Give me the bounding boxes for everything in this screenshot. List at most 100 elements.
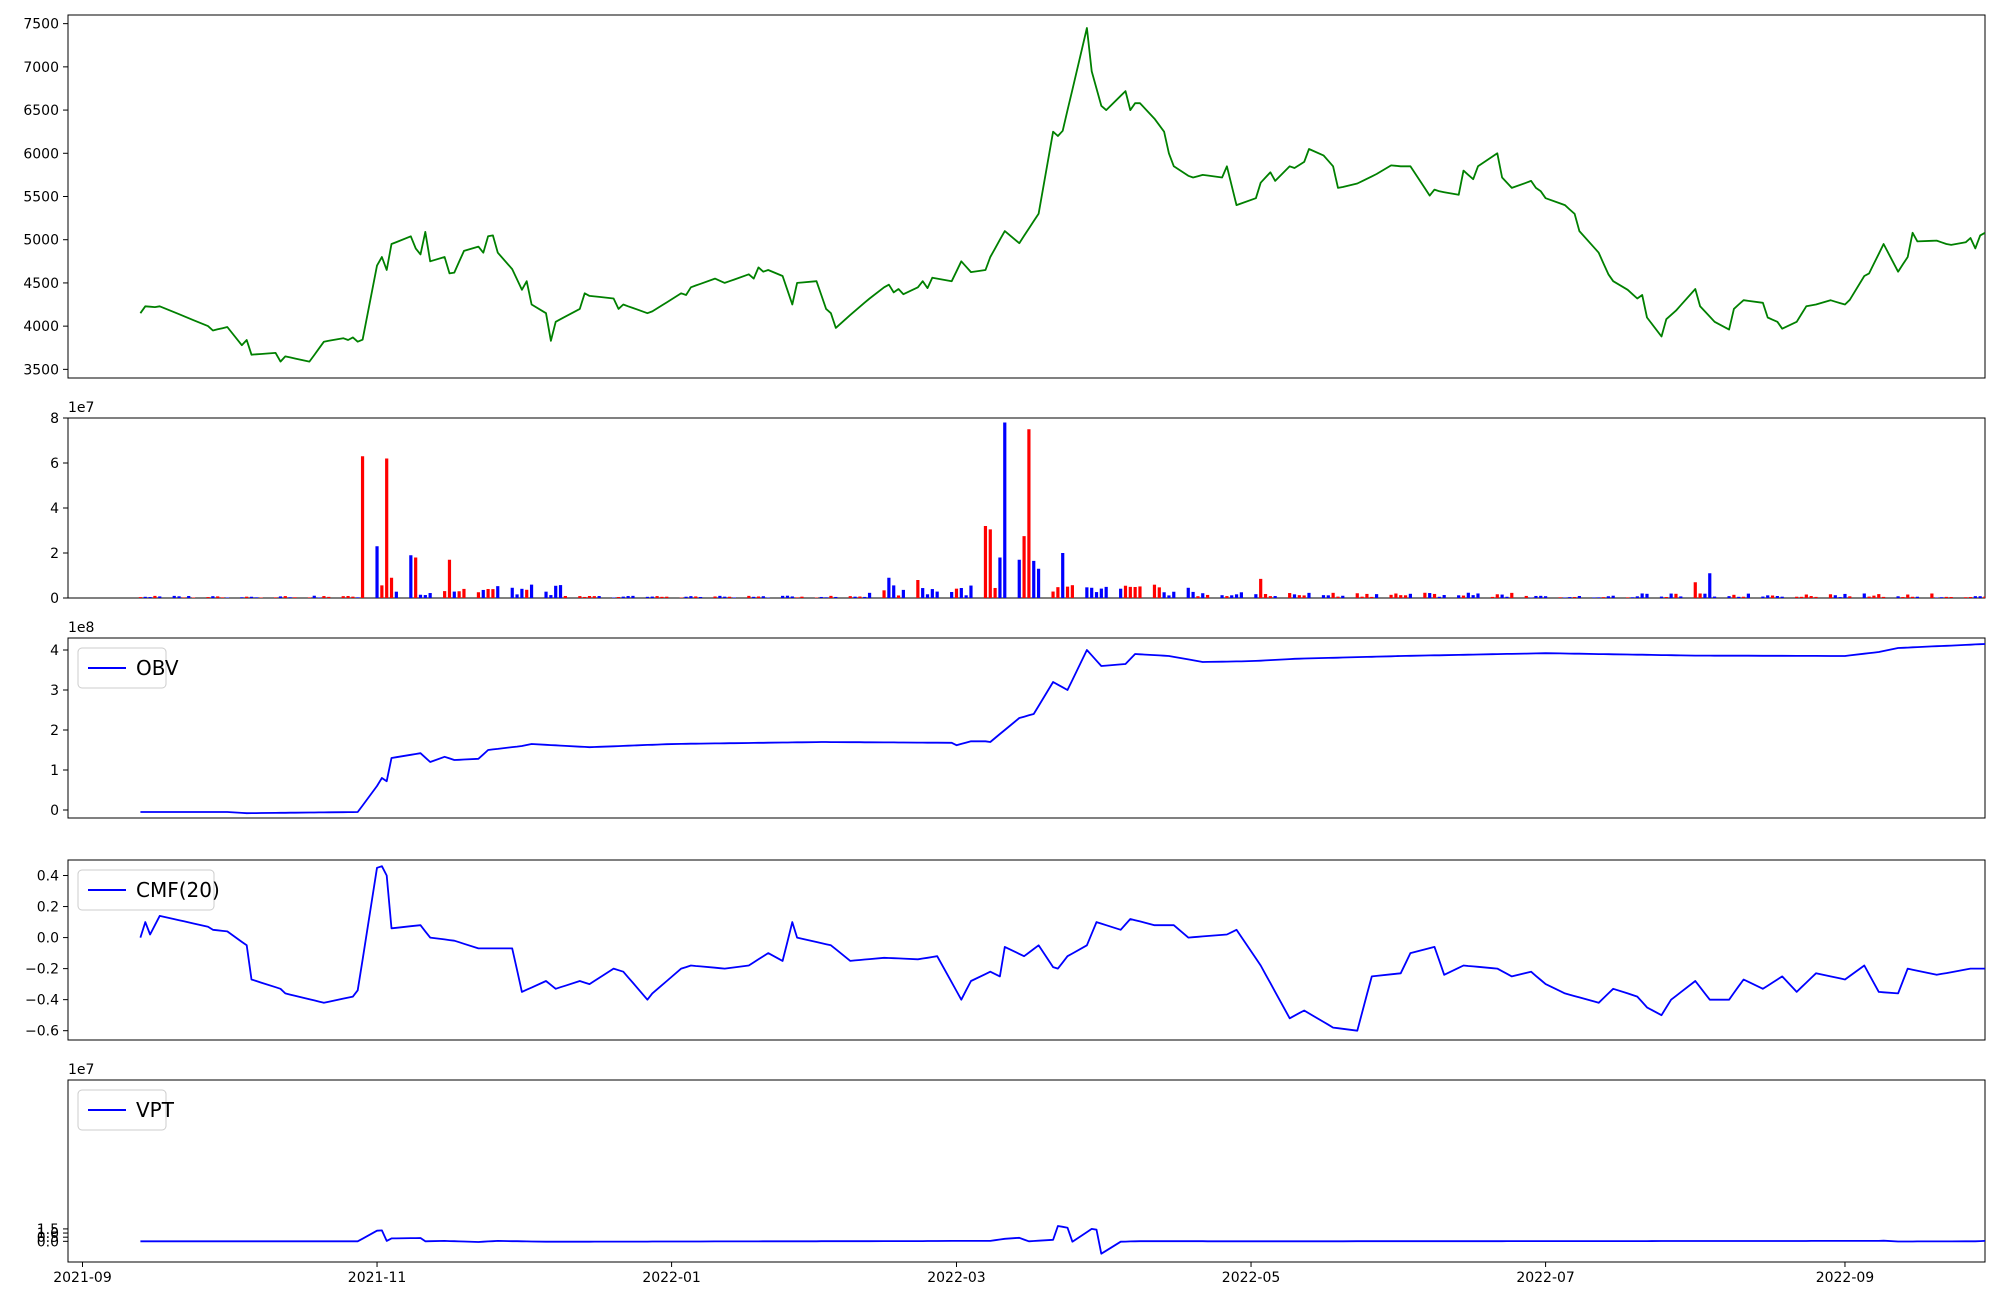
- xtick-label: 2022-09: [1816, 1270, 1875, 1286]
- volume-bar: [293, 597, 297, 598]
- volume-bar: [143, 596, 147, 598]
- volume-bar: [1297, 595, 1301, 598]
- legend-label: VPT: [136, 1098, 175, 1122]
- volume-bar: [1881, 596, 1886, 598]
- volume-bar: [1500, 594, 1504, 598]
- ytick-label: 4: [50, 501, 59, 517]
- volume-bar: [327, 596, 331, 598]
- volume-bar: [1944, 596, 1948, 598]
- volume-bar: [1799, 596, 1804, 598]
- axis-exponent-label: 1e8: [68, 620, 94, 636]
- volume-bar: [138, 597, 143, 598]
- volume-bar: [418, 594, 423, 598]
- volume-bar: [1597, 597, 1601, 598]
- volume-bar: [216, 596, 220, 598]
- volume-bar: [1234, 594, 1239, 598]
- volume-bar: [1809, 596, 1813, 598]
- volume-bar: [1220, 595, 1224, 598]
- volume-bar: [206, 597, 210, 598]
- volume-bar: [1331, 592, 1335, 598]
- ytick-label: 3500: [23, 362, 59, 378]
- volume-bar: [1196, 596, 1200, 598]
- volume-bar: [1659, 596, 1664, 598]
- volume-bar: [1780, 596, 1784, 598]
- volume-bar: [245, 596, 249, 598]
- volume-bar: [462, 588, 466, 598]
- volume-bar: [732, 597, 736, 598]
- ytick-label: 2: [50, 723, 59, 739]
- volume-bar: [274, 597, 278, 598]
- volume-bar: [1741, 596, 1746, 598]
- volume-bar: [1032, 560, 1036, 598]
- ytick-label: 2: [50, 546, 59, 562]
- volume-bar: [443, 591, 447, 598]
- volume-bar: [626, 596, 630, 598]
- volume-bar: [544, 591, 548, 598]
- volume-bar: [1568, 597, 1572, 598]
- volume-bar: [684, 596, 688, 598]
- volume-bar: [1737, 596, 1741, 598]
- panel-3: 0 1 2 3 4 1e8 OBV: [50, 620, 1986, 819]
- volume-bar: [1457, 595, 1461, 598]
- volume-bar: [385, 458, 389, 598]
- axis-exponent-label: 1e7: [68, 400, 94, 416]
- volume-bar: [930, 589, 934, 598]
- volume-bar: [853, 596, 857, 598]
- volume-bar: [1355, 593, 1359, 598]
- volume-bar: [187, 595, 191, 598]
- volume-bar: [1172, 591, 1176, 598]
- ytick-label: 3: [50, 683, 59, 699]
- volume-bar: [1534, 595, 1538, 598]
- volume-bar: [1239, 592, 1243, 598]
- volume-bar: [1123, 585, 1128, 598]
- volume-bar: [1703, 593, 1707, 598]
- ytick-label: 6500: [23, 103, 59, 119]
- legend: OBV: [77, 647, 179, 689]
- volume-bar: [1746, 593, 1750, 598]
- volume-bar: [520, 588, 524, 598]
- volume-bar: [283, 596, 287, 598]
- volume-bar: [1510, 592, 1514, 598]
- volume-bar: [1466, 592, 1470, 598]
- volume-bar: [1606, 596, 1610, 598]
- volume-bar: [1939, 597, 1944, 598]
- volume-bar: [1862, 593, 1866, 598]
- xtick-label: 2021-09: [53, 1270, 112, 1286]
- volume-bar: [1133, 586, 1137, 598]
- volume-bar: [389, 577, 394, 598]
- volume-bar: [1056, 587, 1060, 598]
- volume-bar: [1128, 586, 1132, 598]
- volume-bar: [1524, 595, 1528, 598]
- volume-bar: [1138, 586, 1142, 598]
- volume-bar: [795, 597, 799, 598]
- volume-bar: [1915, 596, 1919, 598]
- volume-bar: [1201, 593, 1205, 598]
- volume-bar: [959, 588, 963, 598]
- volume-bar: [1225, 596, 1229, 598]
- ytick-label: 0.0: [37, 1234, 59, 1250]
- volume-bar: [1732, 594, 1736, 598]
- ytick-label: 5500: [23, 190, 59, 206]
- volume-bar: [1273, 596, 1277, 598]
- ytick-label: 7000: [23, 60, 59, 76]
- volume-bar: [592, 596, 596, 598]
- volume-bar: [887, 577, 891, 598]
- volume-bar: [713, 596, 717, 598]
- volume-bar: [747, 595, 751, 598]
- volume-bar: [1191, 591, 1195, 598]
- volume-bar: [1896, 596, 1900, 598]
- volume-bar: [921, 588, 925, 598]
- volume-bar: [1254, 594, 1258, 598]
- indicator-line: [140, 1225, 1985, 1255]
- volume-bar: [1152, 584, 1157, 598]
- volume-bar: [1843, 593, 1847, 598]
- volume-bar: [1321, 595, 1326, 598]
- volume-bar: [1872, 595, 1876, 598]
- volume-bar: [1061, 553, 1065, 598]
- volume-bar: [515, 594, 519, 598]
- volume-bar: [621, 596, 625, 598]
- volume-bar: [1543, 596, 1548, 598]
- volume-bar: [1336, 596, 1340, 598]
- ytick-label: 4500: [23, 276, 59, 292]
- volume-bar: [341, 596, 345, 598]
